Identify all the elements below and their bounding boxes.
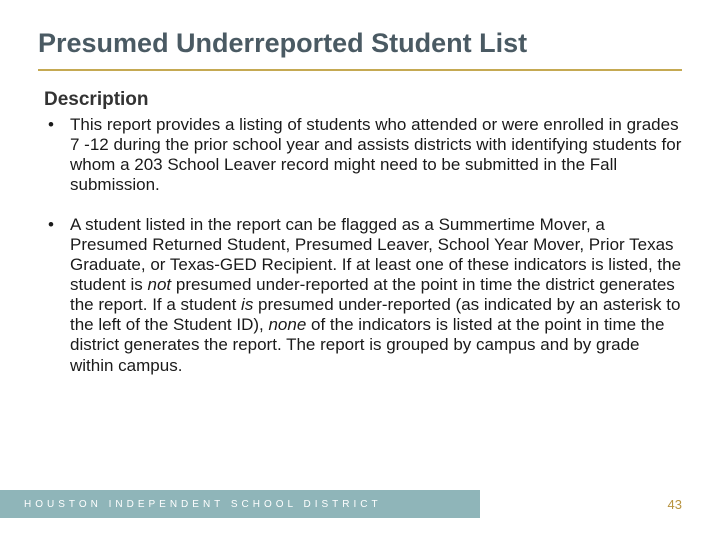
bullet-list: This report provides a listing of studen… bbox=[44, 115, 682, 376]
page-number: 43 bbox=[668, 497, 682, 512]
bullet-text-italic: none bbox=[268, 315, 306, 334]
section-heading: Description bbox=[44, 89, 682, 111]
bullet-text: This report provides a listing of studen… bbox=[70, 115, 681, 194]
slide-container: Presumed Underreported Student List Desc… bbox=[0, 0, 720, 540]
bullet-text-italic: is bbox=[241, 295, 253, 314]
title-underline bbox=[38, 69, 682, 71]
bullet-item: This report provides a listing of studen… bbox=[44, 115, 682, 195]
bullet-item: A student listed in the report can be fl… bbox=[44, 215, 682, 375]
slide-title: Presumed Underreported Student List bbox=[38, 28, 682, 59]
bullet-text-italic: not bbox=[148, 275, 172, 294]
footer-bar: HOUSTON INDEPENDENT SCHOOL DISTRICT bbox=[0, 490, 480, 518]
footer-text: HOUSTON INDEPENDENT SCHOOL DISTRICT bbox=[24, 499, 382, 510]
